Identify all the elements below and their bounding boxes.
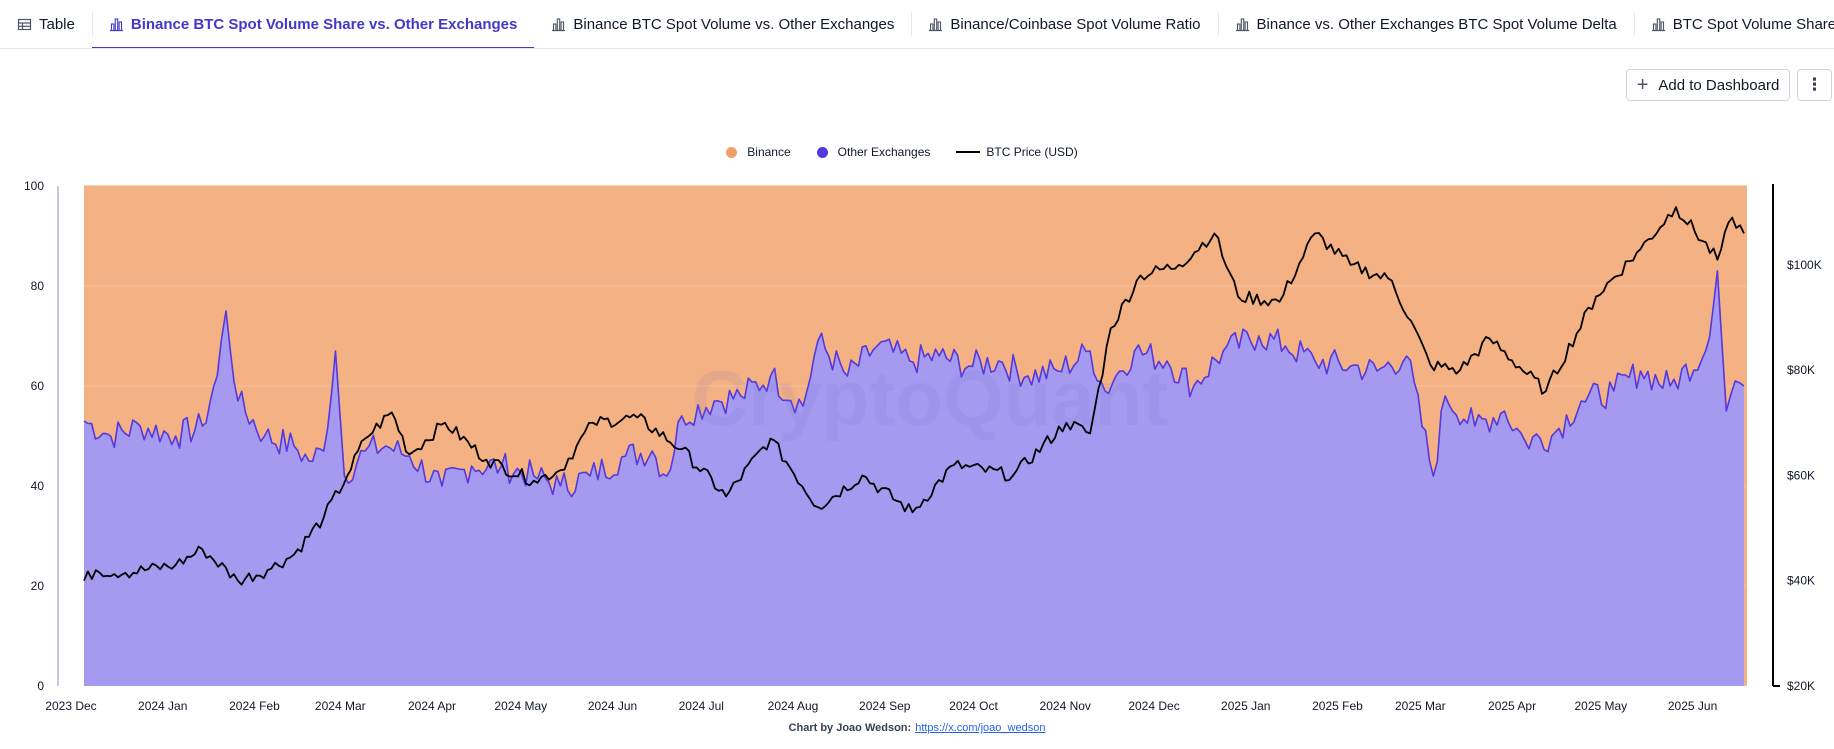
y-left-tick-label: 20 xyxy=(31,579,45,593)
legend-item-other-exchanges[interactable]: Other Exchanges xyxy=(816,145,931,159)
tab-bar: Table Binance BTC Spot Volume Share vs. O… xyxy=(0,0,1834,49)
y-left-tick-label: 100 xyxy=(24,179,44,193)
tab-label: Table xyxy=(39,15,75,33)
credit-author: Chart by Joao Wedson: xyxy=(788,722,912,734)
tab-label: Binance BTC Spot Volume vs. Other Exchan… xyxy=(573,15,895,33)
y-left-tick-label: 0 xyxy=(37,679,44,693)
x-tick-label: 2025 Jan xyxy=(1221,699,1270,713)
other-exchanges-area xyxy=(84,271,1744,686)
y-right-tick-label: $60K xyxy=(1787,468,1815,482)
more-vertical-icon: ⋮ xyxy=(1806,75,1823,94)
x-tick-label: 2024 Jul xyxy=(679,699,724,713)
x-tick-label: 2023 Dec xyxy=(45,699,96,713)
other-exchanges-line xyxy=(83,270,1745,498)
y-left-tick-label: 80 xyxy=(31,279,45,293)
bar-chart-icon xyxy=(1235,17,1249,31)
legend-item-binance[interactable]: Binance xyxy=(726,145,791,159)
x-tick-label: 2024 Oct xyxy=(949,699,998,713)
bar-chart-icon xyxy=(552,17,566,31)
y-right-tick-label: $40K xyxy=(1787,574,1815,588)
credit-link[interactable]: https://x.com/joao_wedson xyxy=(915,722,1046,734)
x-tick-label: 2025 Jun xyxy=(1668,699,1717,713)
tab-chart-3[interactable]: Binance/Coinbase Spot Volume Ratio xyxy=(911,0,1217,48)
legend-label-other-exchanges: Other Exchanges xyxy=(837,145,931,159)
add-to-dashboard-button[interactable]: + Add to Dashboard xyxy=(1626,69,1790,101)
bar-chart-icon xyxy=(929,17,943,31)
x-tick-label: 2024 Apr xyxy=(408,699,456,713)
x-tick-label: 2025 Feb xyxy=(1312,699,1363,713)
legend-dot-binance xyxy=(726,146,738,158)
tab-chart-4[interactable]: Binance vs. Other Exchanges BTC Spot Vol… xyxy=(1217,0,1634,48)
x-tick-label: 2024 Mar xyxy=(315,699,366,713)
x-tick-label: 2025 Mar xyxy=(1395,699,1446,713)
legend-item-btc-price[interactable]: BTC Price (USD) xyxy=(956,145,1078,159)
table-icon xyxy=(17,18,32,30)
y-right-tick-label: $100K xyxy=(1787,258,1822,272)
tab-label: Binance/Coinbase Spot Volume Ratio xyxy=(950,15,1201,33)
x-tick-label: 2024 Feb xyxy=(229,699,280,713)
legend-label-btc-price: BTC Price (USD) xyxy=(986,145,1078,159)
chart-canvas: CryptoQuant 0 20 40 60 80 100 $20K $40K $60K $80K $… xyxy=(24,179,1822,713)
tab-table[interactable]: Table xyxy=(0,0,92,48)
x-tick-label: 2024 Sep xyxy=(859,699,911,713)
tab-label: Binance BTC Spot Volume Share vs. Other … xyxy=(130,15,518,33)
x-tick-label: 2024 Nov xyxy=(1040,699,1091,713)
x-tick-label: 2024 May xyxy=(494,699,547,713)
add-to-dashboard-label: Add to Dashboard xyxy=(1658,76,1780,94)
y-left-tick-label: 40 xyxy=(31,479,45,493)
x-tick-label: 2024 Aug xyxy=(768,699,819,713)
tab-chart-5[interactable]: BTC Spot Volume Share per Exchange xyxy=(1633,0,1834,48)
x-tick-label: 2024 Dec xyxy=(1128,699,1179,713)
tab-chart-1[interactable]: Binance BTC Spot Volume Share vs. Other … xyxy=(91,0,535,48)
tab-chart-2[interactable]: Binance BTC Spot Volume vs. Other Exchan… xyxy=(534,0,911,48)
chart-legend: Binance Other Exchanges BTC Price (USD) xyxy=(0,145,1834,159)
legend-dot-other-exchanges xyxy=(816,146,828,158)
tab-label: BTC Spot Volume Share per Exchange xyxy=(1672,15,1834,33)
y-right-tick-label: $80K xyxy=(1787,363,1815,377)
btc-price-line xyxy=(83,206,1745,586)
y-right-tick-label: $20K xyxy=(1787,679,1815,693)
watermark-text: CryptoQuant xyxy=(692,354,1169,442)
bar-chart-icon xyxy=(109,17,123,31)
legend-line-btc-price xyxy=(956,151,981,153)
x-tick-label: 2025 Apr xyxy=(1488,699,1536,713)
plus-icon: + xyxy=(1636,74,1649,96)
x-tick-label: 2024 Jan xyxy=(138,699,187,713)
bar-chart-icon xyxy=(1651,17,1665,31)
y-left-tick-label: 60 xyxy=(31,379,45,393)
legend-label-binance: Binance xyxy=(747,145,791,159)
tab-label: Binance vs. Other Exchanges BTC Spot Vol… xyxy=(1256,15,1617,33)
x-tick-label: 2025 May xyxy=(1574,699,1627,713)
x-tick-label: 2024 Jun xyxy=(588,699,637,713)
more-options-button[interactable]: ⋮ xyxy=(1797,69,1832,101)
chart-credit: Chart by Joao Wedson: https://x.com/joao_… xyxy=(0,722,1834,734)
